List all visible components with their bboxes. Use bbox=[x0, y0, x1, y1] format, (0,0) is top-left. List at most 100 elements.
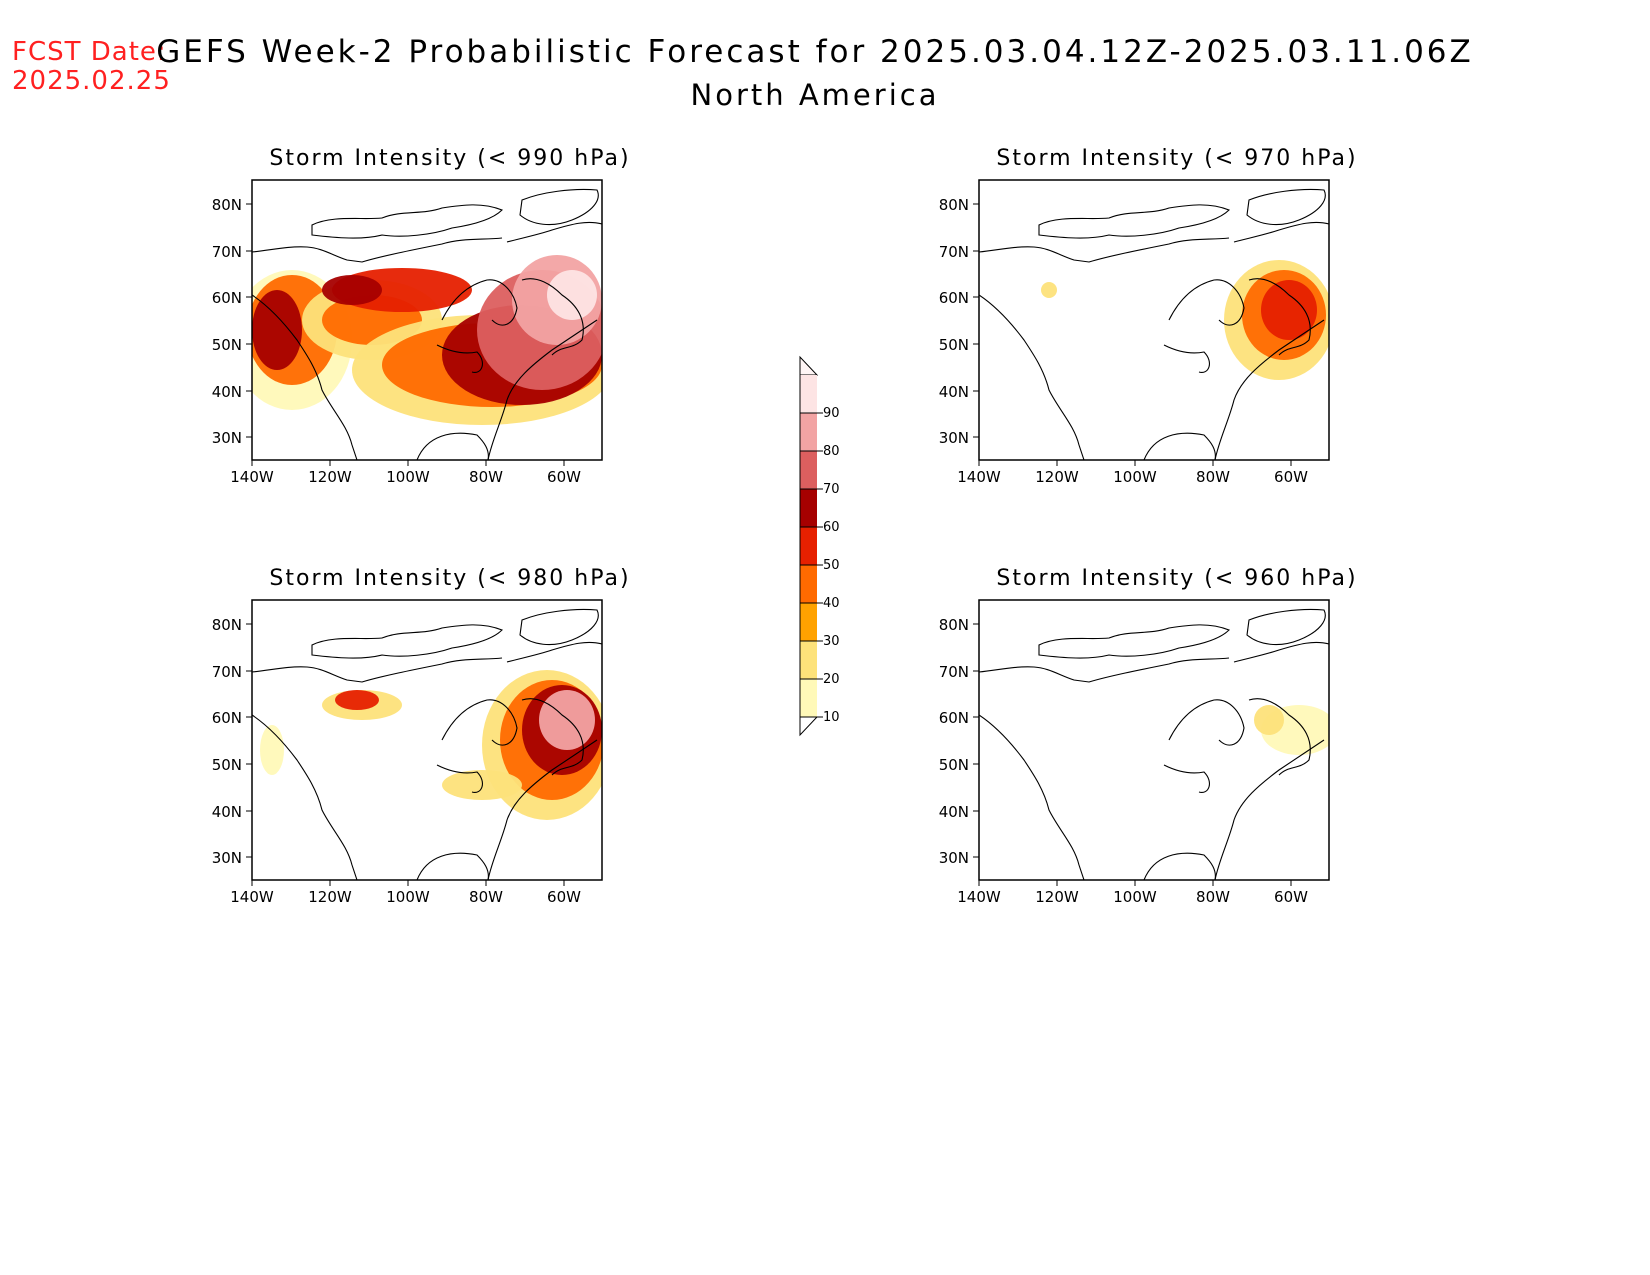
lat-tick-label: 70N bbox=[212, 663, 242, 681]
coastline bbox=[519, 608, 599, 646]
colorbar-label: 20 bbox=[823, 672, 840, 687]
forecast-date-value: 2025.02.25 bbox=[12, 66, 171, 96]
coastline bbox=[487, 739, 598, 880]
coastline bbox=[506, 221, 602, 243]
lat-tick-label: 60N bbox=[212, 709, 242, 727]
coastline bbox=[979, 237, 1230, 263]
lon-tick-label: 100W bbox=[1113, 888, 1157, 906]
colorbar-label: 10 bbox=[823, 710, 840, 725]
lat-tick-label: 30N bbox=[212, 849, 242, 867]
coastline bbox=[1214, 319, 1325, 460]
coastline bbox=[521, 698, 584, 776]
lon-tick-label: 80W bbox=[469, 888, 503, 906]
lon-tick-label: 60W bbox=[1274, 468, 1308, 486]
lat-tick-label: 80N bbox=[939, 196, 969, 214]
map-frame bbox=[978, 179, 1330, 461]
coastline bbox=[487, 319, 598, 460]
map-970: 80N 70N 60N 50N 40N 30N 140W 120W 100W 80W 60W bbox=[939, 179, 1330, 486]
colorbar-swatch bbox=[800, 489, 817, 527]
coastline bbox=[441, 279, 518, 326]
probability-area bbox=[539, 690, 595, 750]
lat-tick-label: 50N bbox=[939, 756, 969, 774]
coastline bbox=[1233, 221, 1329, 243]
lon-tick-label: 140W bbox=[957, 468, 1001, 486]
panel-title: Storm Intensity (< 960 hPa) bbox=[996, 566, 1358, 591]
coastline bbox=[252, 237, 503, 263]
lon-tick-label: 80W bbox=[469, 468, 503, 486]
main-subtitle: North America bbox=[690, 78, 940, 112]
lon-tick-label: 100W bbox=[386, 468, 430, 486]
coastline bbox=[1163, 764, 1210, 793]
lat-tick-label: 30N bbox=[939, 849, 969, 867]
lat-tick-label: 50N bbox=[212, 336, 242, 354]
forecast-date: FCST Date: 2025.02.25 bbox=[12, 38, 171, 96]
lat-tick-label: 40N bbox=[939, 803, 969, 821]
lon-tick-label: 80W bbox=[1196, 468, 1230, 486]
coastline bbox=[311, 204, 503, 239]
colorbar-label: 80 bbox=[823, 444, 840, 459]
coastline bbox=[1248, 278, 1311, 356]
map-frame bbox=[978, 599, 1330, 881]
forecast-date-label: FCST Date: bbox=[12, 37, 167, 67]
lon-tick-label: 80W bbox=[1196, 888, 1230, 906]
colorbar-swatch bbox=[800, 641, 817, 679]
coastline bbox=[1038, 624, 1230, 659]
probability-area bbox=[1254, 705, 1284, 735]
coastline bbox=[1143, 432, 1216, 460]
colorbar-label: 90 bbox=[823, 406, 840, 421]
lat-tick-label: 40N bbox=[212, 803, 242, 821]
colorbar-label: 30 bbox=[823, 634, 840, 649]
lat-tick-label: 80N bbox=[212, 196, 242, 214]
colorbar-swatch bbox=[800, 375, 817, 413]
coastline bbox=[416, 432, 489, 460]
lon-tick-label: 120W bbox=[308, 468, 352, 486]
lat-tick-label: 50N bbox=[939, 336, 969, 354]
coastline bbox=[1214, 739, 1325, 880]
lat-tick-label: 60N bbox=[939, 289, 969, 307]
lat-tick-label: 70N bbox=[939, 243, 969, 261]
lon-tick-label: 140W bbox=[230, 888, 274, 906]
colorbar-swatch bbox=[800, 565, 817, 603]
coastline bbox=[441, 699, 518, 746]
probability-area bbox=[1261, 280, 1317, 340]
coastline bbox=[436, 344, 483, 373]
colorbar-label: 40 bbox=[823, 596, 840, 611]
coastline bbox=[1038, 204, 1230, 239]
panel-990: Storm Intensity (< 990 hPa) 80N 70N 60N 50N… bbox=[200, 146, 700, 516]
lat-tick-label: 80N bbox=[939, 616, 969, 634]
map-frame bbox=[251, 179, 603, 461]
panel-title: Storm Intensity (< 970 hPa) bbox=[996, 146, 1358, 171]
lat-tick-label: 60N bbox=[212, 289, 242, 307]
colorbar-label: 60 bbox=[823, 520, 840, 535]
coastline bbox=[1246, 188, 1326, 226]
map-frame bbox=[251, 599, 603, 881]
coastline bbox=[252, 657, 503, 683]
coastline bbox=[979, 714, 1085, 880]
lon-tick-label: 60W bbox=[547, 888, 581, 906]
panel-960: Storm Intensity (< 960 hPa) 80N 70N 60N 50N… bbox=[927, 566, 1427, 936]
colorbar-swatch bbox=[800, 679, 817, 717]
colorbar-label: 70 bbox=[823, 482, 840, 497]
lat-tick-label: 30N bbox=[212, 429, 242, 447]
coastline bbox=[1163, 344, 1210, 373]
panel-980: Storm Intensity (< 980 hPa) 80N 70N 60N 50N… bbox=[200, 566, 700, 936]
coastline bbox=[1143, 852, 1216, 880]
coastline bbox=[506, 641, 602, 663]
lon-tick-label: 140W bbox=[230, 468, 274, 486]
probability-area bbox=[260, 725, 284, 775]
probability-area bbox=[547, 270, 597, 320]
lat-tick-label: 60N bbox=[939, 709, 969, 727]
coastline bbox=[519, 188, 599, 226]
coastline bbox=[311, 624, 503, 659]
panel-title: Storm Intensity (< 990 hPa) bbox=[269, 146, 631, 171]
coastline bbox=[979, 294, 1085, 460]
coastline bbox=[1168, 279, 1245, 326]
coastline bbox=[1246, 608, 1326, 646]
lat-tick-label: 50N bbox=[212, 756, 242, 774]
probability-area bbox=[252, 290, 302, 370]
panel-970: Storm Intensity (< 970 hPa) 80N 70N 60N 50N… bbox=[927, 146, 1427, 516]
lon-tick-label: 100W bbox=[386, 888, 430, 906]
lat-tick-label: 70N bbox=[212, 243, 242, 261]
lat-tick-label: 40N bbox=[212, 383, 242, 401]
map-980: 80N 70N 60N 50N 40N 30N 140W 120W 100W 80W 60W bbox=[212, 599, 603, 906]
